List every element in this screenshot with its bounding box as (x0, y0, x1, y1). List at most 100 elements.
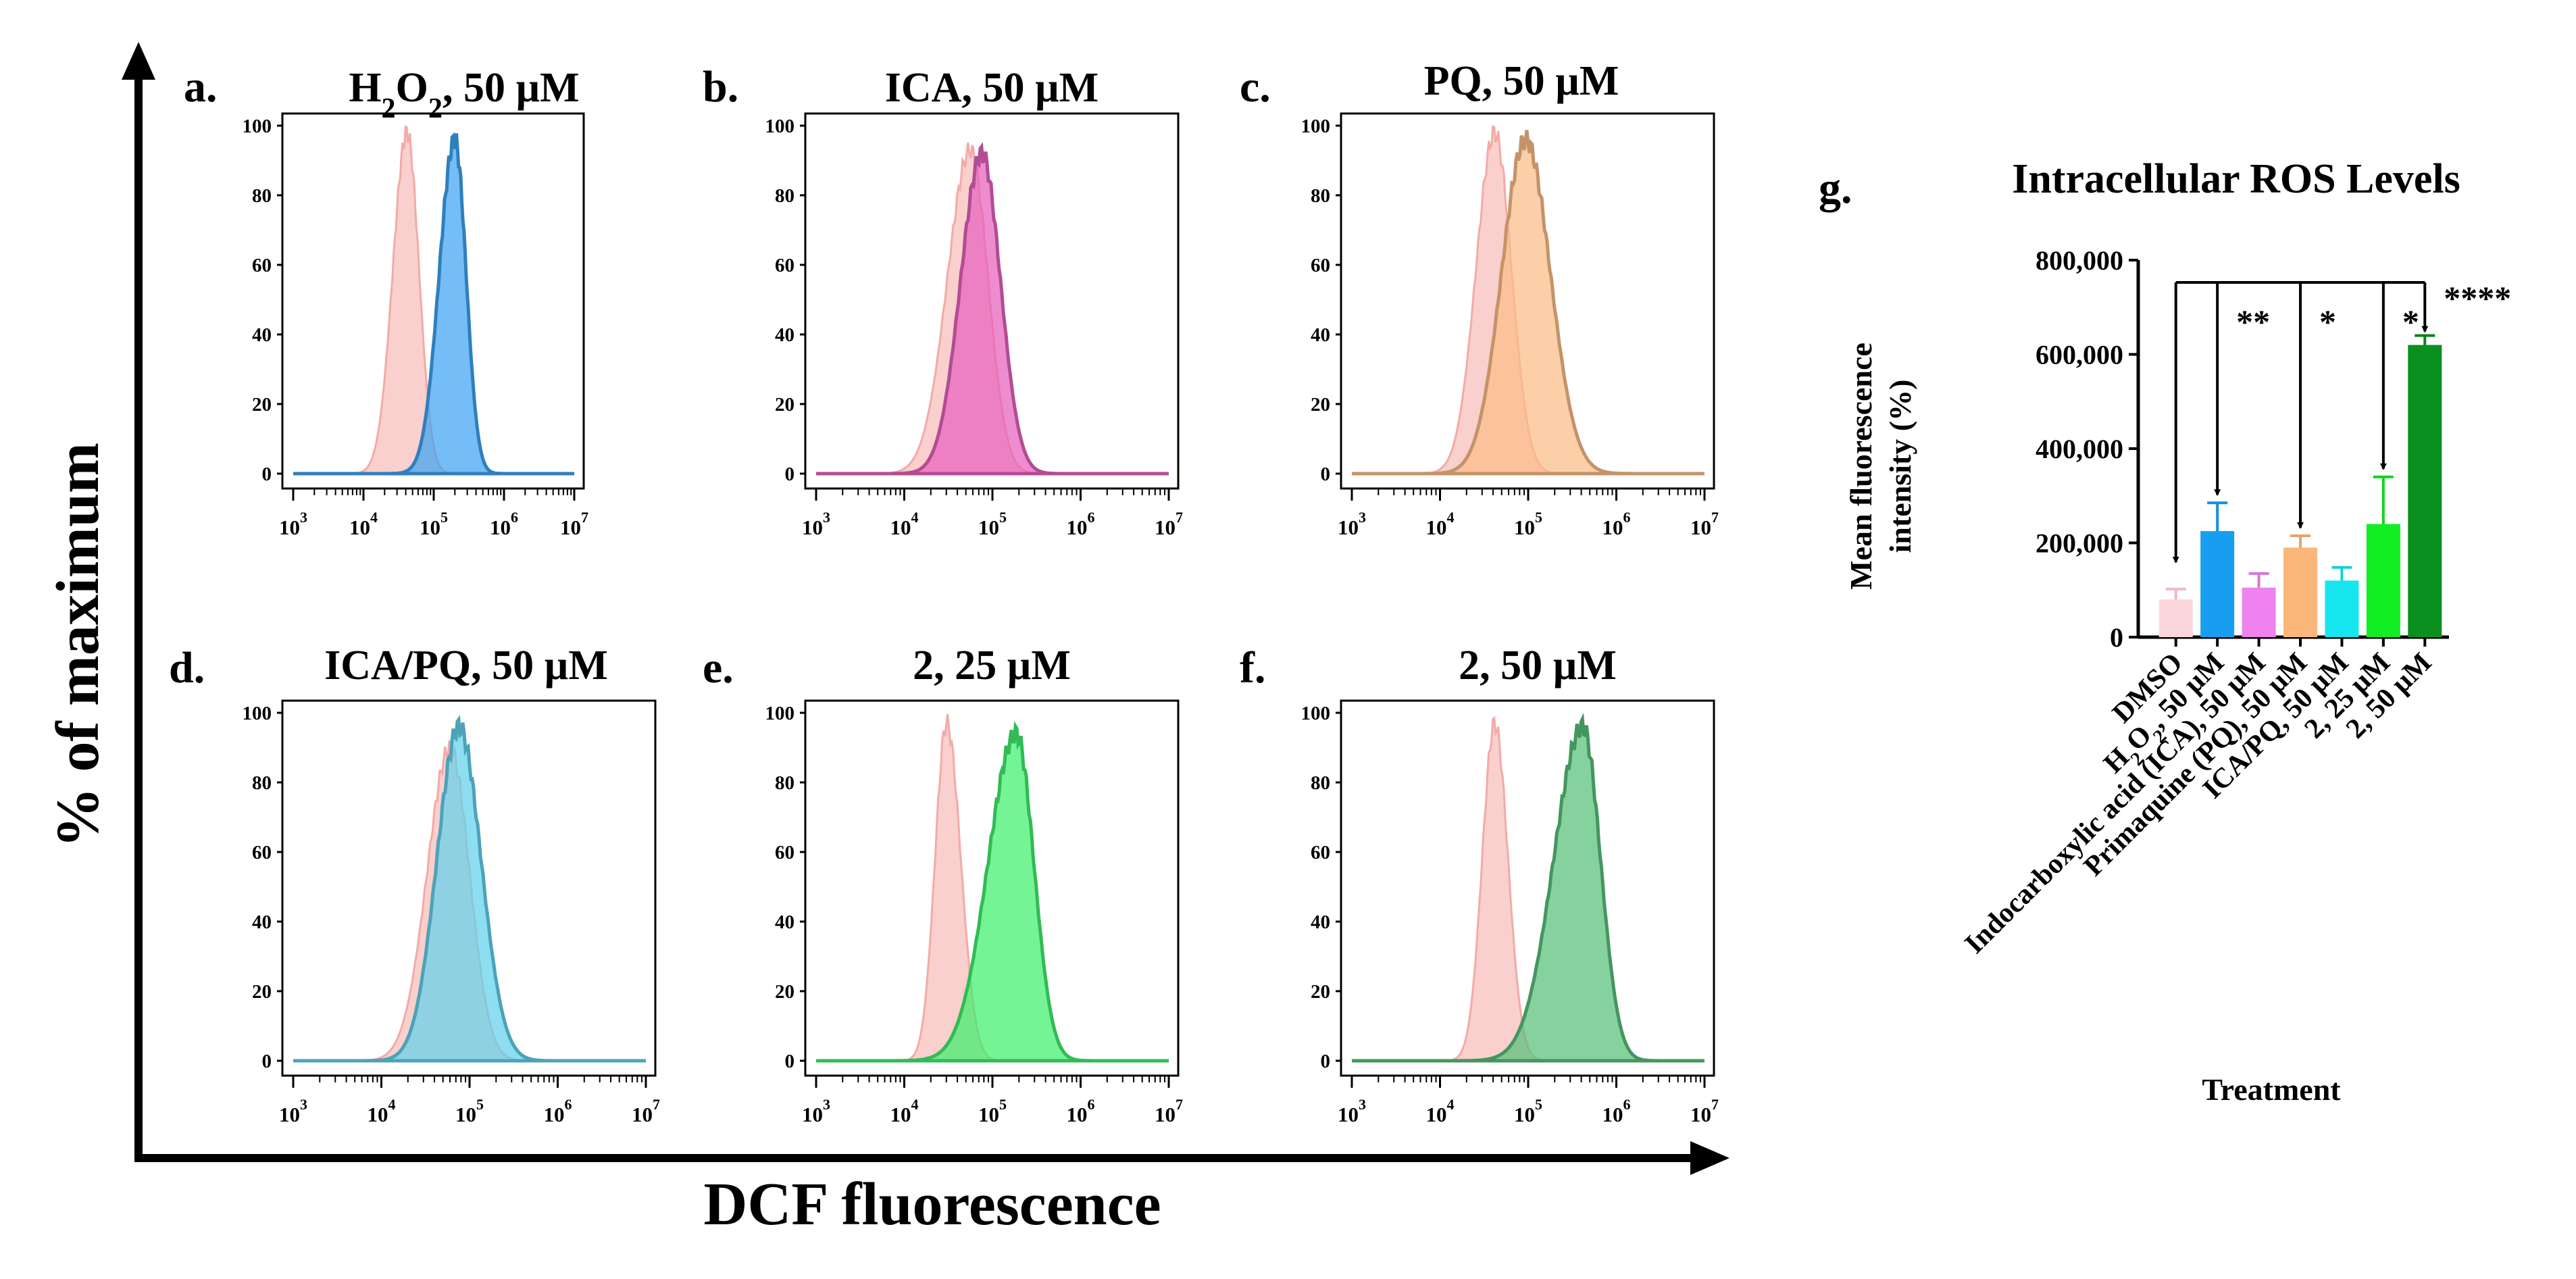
panel-label: e. (703, 643, 734, 693)
bar-2 (2242, 587, 2276, 637)
panel-title: PQ, 50 µM (1424, 58, 1619, 104)
y-tick-label: 20 (1311, 394, 1330, 416)
x-tick-label: 107 (1690, 509, 1719, 539)
x-tick-label: 107 (632, 1096, 660, 1126)
y-tick-label: 60 (775, 842, 794, 863)
y-tick-label: 0 (1321, 463, 1331, 485)
y-tick-label: 0 (785, 1051, 795, 1072)
histogram-panel-a: a. H2O2, 50 µM 0 20 40 60 80 100 103 104 105 106 107 (184, 62, 588, 539)
histogram-panel-b: b. ICA, 50 µM 0 20 40 60 80 100 103 104 105 106 107 (703, 62, 1183, 539)
bar-3 (2283, 547, 2317, 637)
x-tick-label: 106 (1602, 509, 1631, 539)
x-tick-label: 104 (1426, 1096, 1455, 1126)
y-tick-label: 40 (252, 911, 272, 933)
y-tick-label: 80 (1311, 772, 1330, 794)
x-tick-label: 107 (560, 509, 588, 539)
y-tick-label: 100 (765, 703, 795, 724)
panel-title: ICA, 50 µM (885, 65, 1098, 111)
x-tick-label: 105 (978, 1096, 1007, 1126)
histogram-series-treated (293, 132, 574, 476)
y-tick-label: 60 (1311, 255, 1330, 276)
bar-y-tick-label: 400,000 (2036, 434, 2123, 464)
bar-chart-panel: g. Intracellular ROS Levels 0 200,000 400,00… (1819, 156, 2511, 1107)
x-tick-label: 105 (978, 509, 1007, 539)
x-tick-label: 103 (802, 1096, 830, 1126)
y-tick-label: 80 (252, 772, 272, 794)
significance-marker: ** (2236, 303, 2270, 341)
bar-x-axis-label: Treatment (2202, 1072, 2341, 1107)
x-tick-label: 104 (1426, 509, 1455, 539)
y-tick-label: 40 (252, 324, 272, 346)
y-tick-label: 40 (775, 324, 794, 346)
bar-chart-title: Intracellular ROS Levels (2012, 156, 2460, 202)
bar-y-tick-label: 600,000 (2036, 340, 2123, 370)
y-tick-label: 80 (775, 772, 794, 794)
histogram-series-treated (293, 714, 646, 1063)
y-tick-label: 40 (1311, 911, 1330, 933)
bar-y-tick-label: 800,000 (2036, 245, 2123, 276)
main-x-axis-arrowhead (1690, 1141, 1729, 1175)
x-tick-label: 105 (420, 509, 448, 539)
histogram-series-treated (1352, 712, 1704, 1063)
main-y-axis-label: % of maximum (45, 443, 111, 848)
x-tick-label: 106 (1067, 1096, 1095, 1126)
y-tick-label: 40 (775, 911, 794, 933)
y-tick-label: 40 (1311, 324, 1330, 346)
x-tick-label: 105 (1514, 509, 1542, 539)
x-tick-label: 106 (544, 1096, 572, 1126)
y-tick-label: 20 (1311, 981, 1330, 1003)
panel-label: d. (169, 643, 205, 693)
panel-title: 2, 25 µM (913, 643, 1071, 688)
main-axes: % of maximum DCF fluorescence (45, 42, 1729, 1238)
panel-label: f. (1240, 643, 1265, 693)
y-tick-label: 20 (252, 981, 272, 1003)
y-tick-label: 60 (1311, 842, 1330, 863)
y-tick-label: 60 (252, 842, 272, 863)
x-tick-label: 106 (490, 509, 518, 539)
bar-1 (2200, 531, 2235, 637)
histogram-panel-e: e. 2, 25 µM 0 20 40 60 80 100 103 104 105 106 107 (703, 643, 1183, 1126)
histogram-panel-d: d. ICA/PQ, 50 µM 0 20 40 60 80 100 103 104 105 106 1… (169, 643, 660, 1126)
x-tick-label: 103 (279, 509, 307, 539)
histogram-panel-c: c. PQ, 50 µM 0 20 40 60 80 100 103 104 105 106 107 (1240, 58, 1719, 539)
panel-label: b. (703, 62, 738, 111)
y-tick-label: 80 (1311, 185, 1330, 207)
y-tick-label: 60 (775, 255, 794, 276)
panel-label: a. (184, 62, 218, 111)
panel-title: H2O2, 50 µM (349, 65, 579, 124)
histogram-series-treated (816, 720, 1169, 1063)
y-tick-label: 100 (765, 116, 795, 137)
x-tick-label: 107 (1155, 1096, 1183, 1126)
x-tick-label: 103 (1338, 509, 1366, 539)
y-tick-label: 20 (775, 981, 794, 1003)
panel-label: g. (1819, 164, 1852, 213)
y-tick-label: 0 (785, 463, 795, 485)
panel-label: c. (1240, 62, 1271, 111)
bar-y-tick-label: 200,000 (2036, 528, 2123, 559)
x-tick-label: 104 (890, 1096, 919, 1126)
significance-marker: * (2402, 303, 2419, 341)
main-x-axis-label: DCF fluorescence (703, 1171, 1161, 1238)
panel-title: ICA/PQ, 50 µM (324, 643, 608, 688)
bar-y-axis-label-line1: Mean fluorescence (1844, 343, 1878, 590)
x-tick-label: 104 (349, 509, 378, 539)
x-tick-label: 105 (455, 1096, 484, 1126)
bar-5 (2366, 524, 2400, 637)
y-tick-label: 0 (262, 1051, 272, 1072)
x-tick-label: 103 (279, 1096, 307, 1126)
x-tick-label: 107 (1690, 1096, 1719, 1126)
main-y-axis-arrowhead (122, 42, 155, 80)
bar-category-label: Indocarboxylic acid (ICA), 50 µM (1959, 647, 2272, 960)
y-tick-label: 100 (243, 116, 272, 137)
y-tick-label: 60 (252, 255, 272, 276)
x-tick-label: 106 (1067, 509, 1095, 539)
bar-0 (2158, 599, 2193, 637)
y-tick-label: 0 (1321, 1051, 1331, 1072)
y-tick-label: 100 (1301, 116, 1331, 137)
histogram-panels: a. H2O2, 50 µM 0 20 40 60 80 100 103 104 105 106 107… (169, 58, 1719, 1126)
y-tick-label: 100 (1301, 703, 1331, 724)
histogram-series-treated (816, 142, 1169, 476)
bar-6 (2408, 345, 2442, 637)
y-tick-label: 20 (775, 394, 794, 416)
